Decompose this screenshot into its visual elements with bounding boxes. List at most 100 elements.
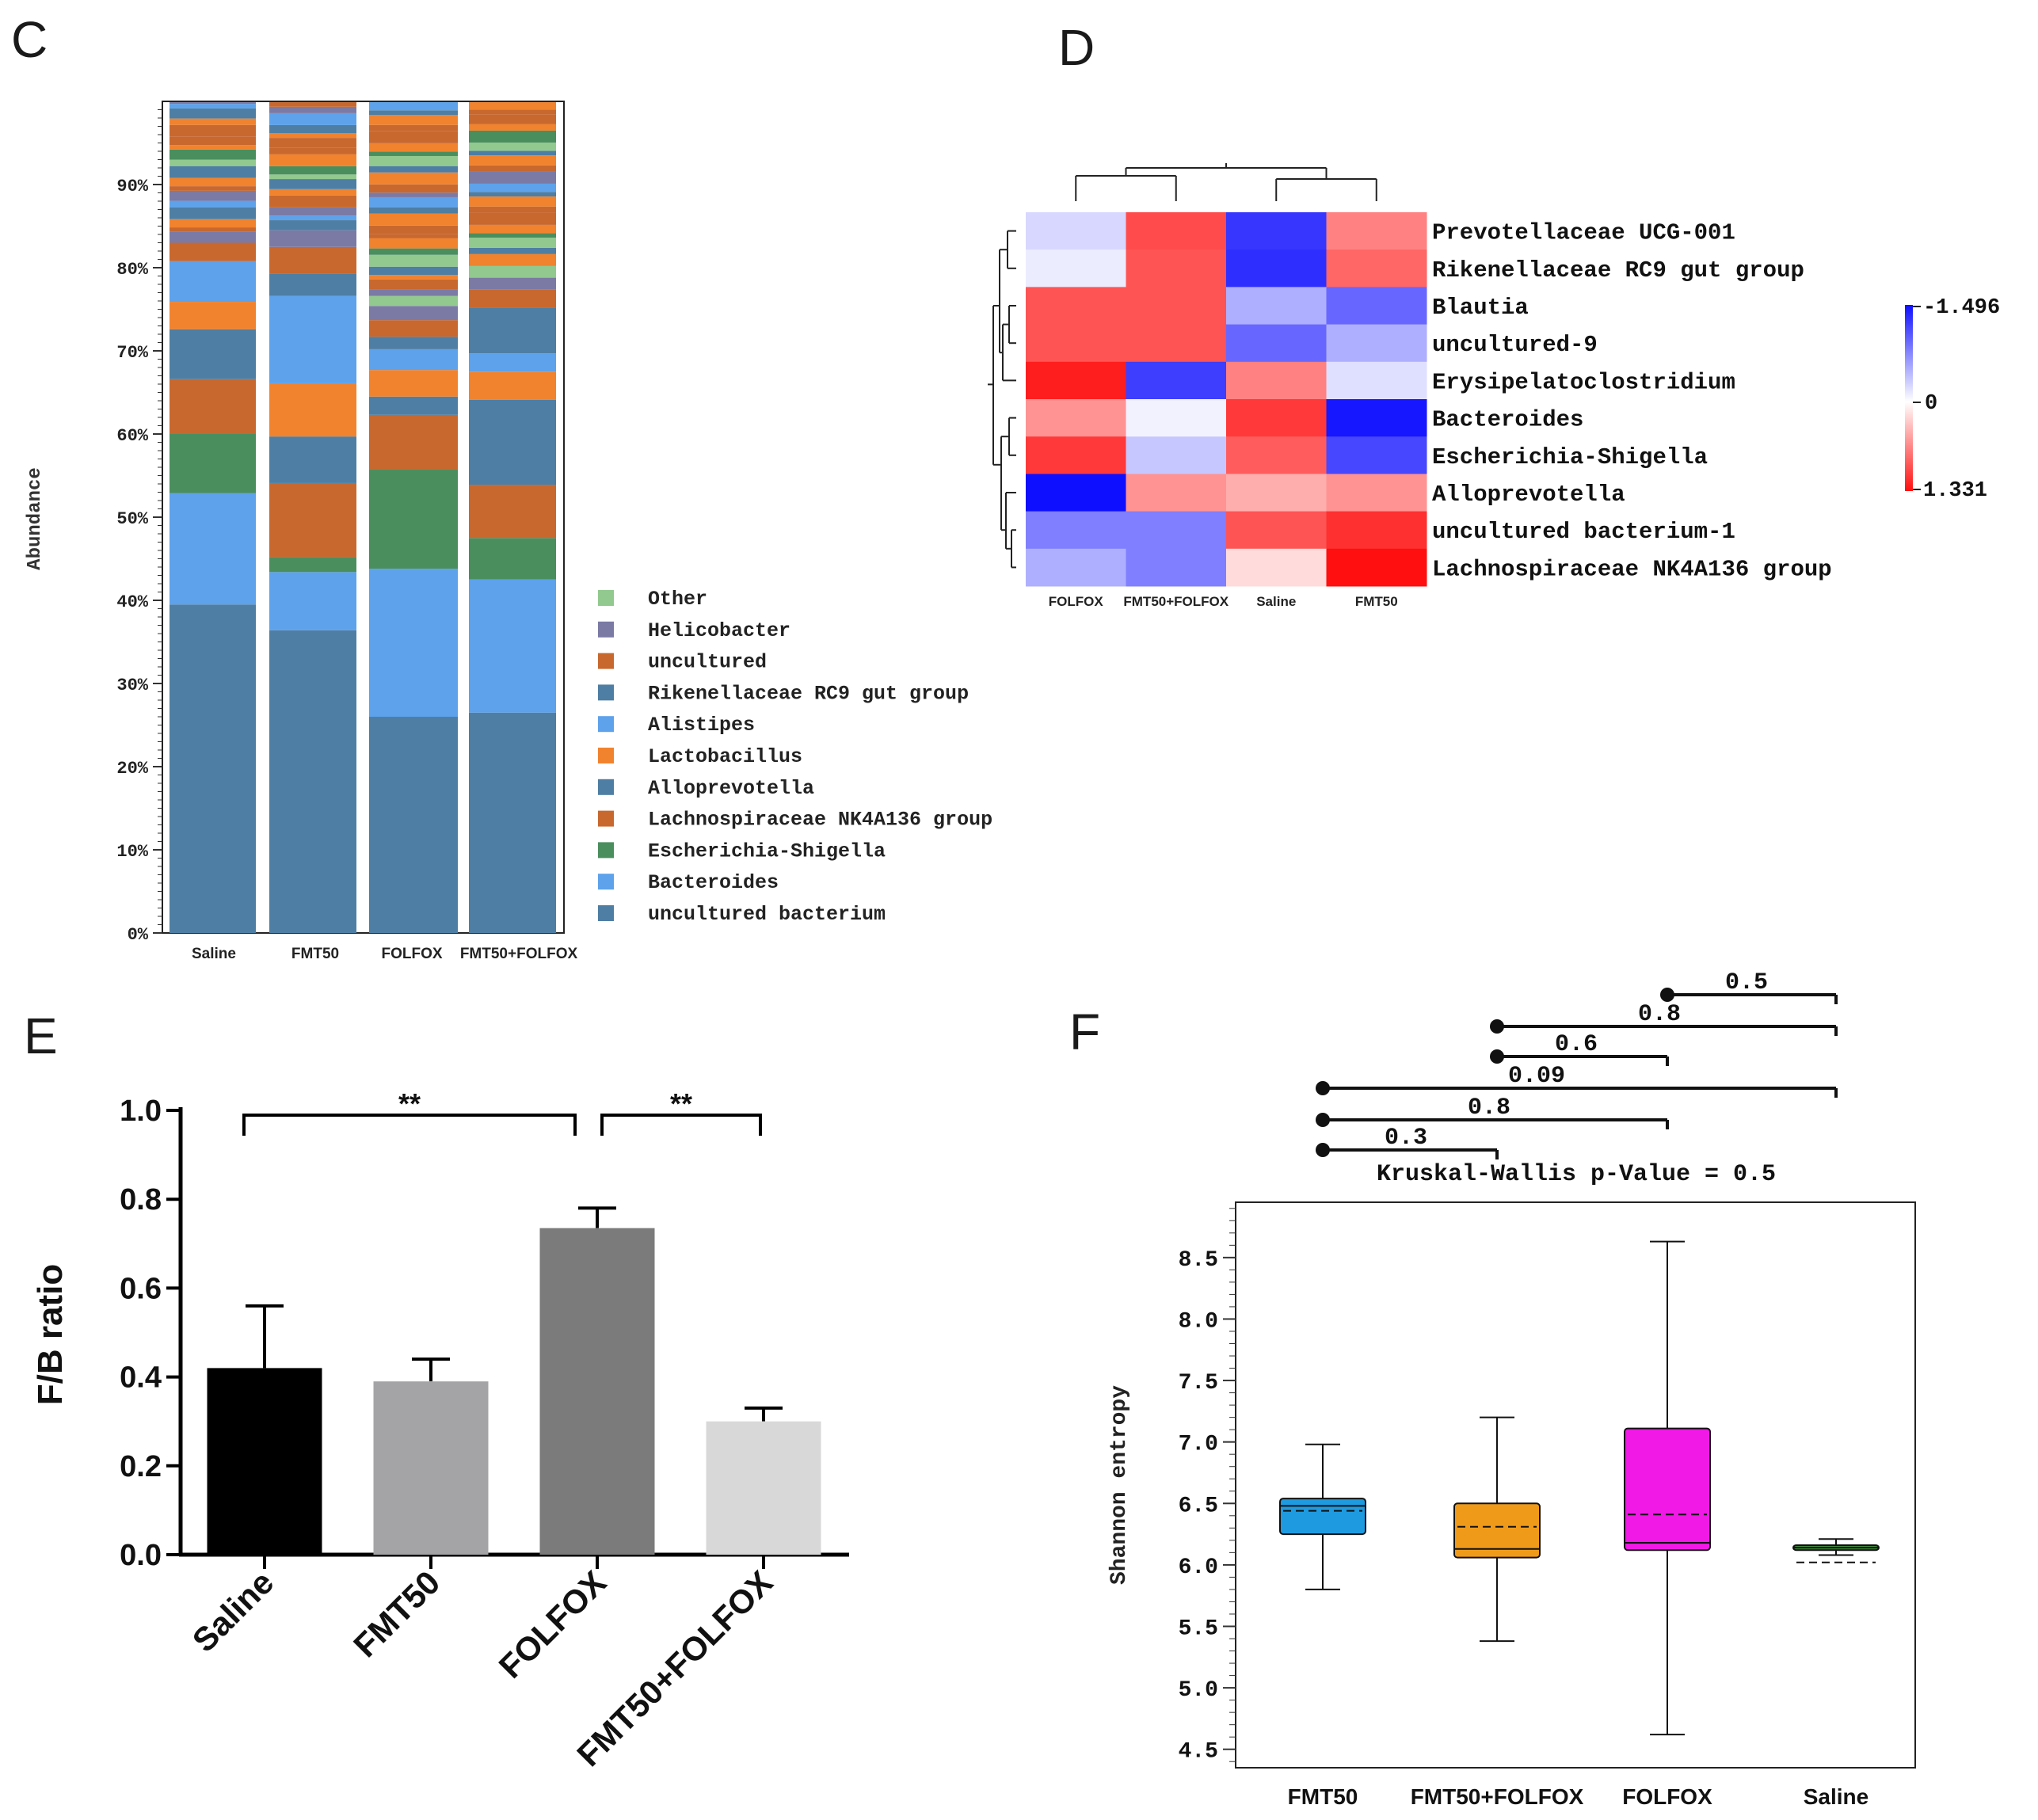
c-bar-segment-fmt50-lachnospiraceae-nk4a136-group xyxy=(269,482,356,558)
f-y-axis-label: Shannon entropy xyxy=(1107,1385,1132,1585)
c-bar-segment-fmt50-folfox-alistipes xyxy=(469,353,556,372)
c-bar-minor-segment-folfox xyxy=(369,172,458,185)
c-y-tick-label: 60% xyxy=(116,426,148,446)
c-legend-swatch-lachnospiraceae-nk4a136-group xyxy=(598,810,614,827)
c-bar-segment-folfox-uncultured xyxy=(369,320,458,337)
f-box-fmt50-folfox xyxy=(1453,1502,1541,1559)
c-bar-minor-segment-fmt50-folfox xyxy=(469,238,556,248)
c-bar-minor-segment-saline xyxy=(170,108,256,119)
d-row-label-rikenellaceae-rc9-gut-group: Rikenellaceae RC9 gut group xyxy=(1432,257,1804,284)
f-box-folfox xyxy=(1624,1427,1711,1552)
c-bar-segment-saline-lactobacillus xyxy=(170,302,256,329)
d-heatmap-cell-escherichia-shigella-fmt50 xyxy=(1326,436,1427,474)
c-bar-minor-segment-fmt50-folfox xyxy=(469,102,556,110)
e-bar-fmt50-folfox xyxy=(706,1421,821,1555)
c-bar-segment-saline-bacteroides xyxy=(170,493,256,605)
d-heatmap-cell-alloprevotella-fmt50-folfox xyxy=(1126,474,1227,512)
c-bar-minor-segment-fmt50 xyxy=(269,147,356,154)
d-heatmap-cell-bacteroides-saline xyxy=(1226,399,1327,437)
f-comparison-p-value: 0.09 xyxy=(1508,1063,1565,1090)
f-y-tick-label: 7.0 xyxy=(1179,1433,1218,1457)
c-legend-swatch-bacteroides xyxy=(598,874,614,890)
f-comparison-p-value: 0.5 xyxy=(1725,969,1768,996)
c-legend-swatch-rikenellaceae-rc9-gut-group xyxy=(598,684,614,701)
c-bar-segment-fmt50-folfox-alloprevotella xyxy=(469,399,556,485)
c-bar-segment-fmt50-helicobacter xyxy=(269,230,356,247)
c-bar-minor-segment-fmt50 xyxy=(269,188,356,196)
d-color-scale-bar xyxy=(1905,305,1913,491)
d-heatmap-cell-erysipelatoclostridium-saline xyxy=(1226,361,1327,400)
e-bar-saline xyxy=(207,1368,322,1555)
c-bar-minor-segment-folfox xyxy=(369,124,458,131)
c-bar-minor-segment-fmt50-folfox xyxy=(469,165,556,172)
c-bar-segment-saline-helicobacter xyxy=(170,231,256,243)
c-bar-segment-saline-uncultured-bacterium xyxy=(170,604,256,933)
f-x-tick-label-fmt50-folfox: FMT50+FOLFOX xyxy=(1411,1784,1584,1809)
c-bar-segment-fmt50-uncultured xyxy=(269,246,356,274)
c-y-tick-label: 10% xyxy=(116,842,148,862)
c-bar-segment-folfox-alistipes xyxy=(369,348,458,371)
c-bar-minor-segment-fmt50 xyxy=(269,124,356,134)
c-bar-minor-segment-folfox xyxy=(369,115,458,125)
d-row-label-uncultured-bacterium-1: uncultured bacterium-1 xyxy=(1432,519,1735,545)
c-y-tick-label: 30% xyxy=(116,676,148,695)
d-heatmap-cell-rikenellaceae-rc9-gut-group-saline xyxy=(1226,249,1327,287)
d-column-label-fmt50: FMT50 xyxy=(1355,594,1398,609)
f-y-tick-label: 7.5 xyxy=(1179,1371,1218,1395)
c-bar-segment-folfox-lactobacillus xyxy=(369,370,458,397)
f-y-tick-label: 5.5 xyxy=(1179,1617,1218,1642)
c-legend-swatch-uncultured-bacterium xyxy=(598,905,614,921)
c-bar-minor-segment-folfox xyxy=(369,225,458,234)
c-bar-segment-saline-uncultured xyxy=(170,242,256,261)
c-bar-minor-segment-fmt50 xyxy=(269,179,356,189)
f-x-tick-label-folfox: FOLFOX xyxy=(1622,1784,1712,1809)
c-bar-minor-segment-fmt50 xyxy=(269,154,356,166)
c-bar-segment-folfox-alloprevotella xyxy=(369,396,458,415)
c-bar-minor-segment-folfox xyxy=(369,248,458,255)
panel-label-d: D xyxy=(1058,19,1095,76)
c-bar-minor-segment-fmt50-folfox xyxy=(469,224,556,234)
c-bar-minor-segment-folfox xyxy=(369,213,458,226)
d-heatmap-cell-bacteroides-fmt50-folfox xyxy=(1126,399,1227,437)
c-bar-minor-segment-saline xyxy=(170,145,256,150)
c-legend-label-lactobacillus: Lactobacillus xyxy=(648,745,802,768)
d-heatmap-cell-erysipelatoclostridium-fmt50-folfox xyxy=(1126,361,1227,400)
d-heatmap-cell-lachnospiraceae-nk4a136-group-saline xyxy=(1226,548,1327,587)
c-bar-minor-segment-fmt50 xyxy=(269,207,356,216)
f-box-fmt50 xyxy=(1279,1498,1366,1536)
d-heatmap-cell-alloprevotella-fmt50 xyxy=(1326,474,1427,512)
c-x-tick-label-folfox: FOLFOX xyxy=(381,946,442,962)
c-legend-swatch-escherichia-shigella xyxy=(598,842,614,859)
c-bar-segment-fmt50-folfox-uncultured xyxy=(469,289,556,308)
c-bar-segment-fmt50-folfox-lactobacillus xyxy=(469,371,556,400)
e-significance-bracket xyxy=(600,1114,762,1136)
e-y-tick-label: 0.8 xyxy=(120,1183,162,1217)
c-bar-segment-fmt50-folfox-escherichia-shigella xyxy=(469,538,556,580)
f-chart-title: Kruskal-Wallis p-Value = 0.5 xyxy=(1377,1161,1776,1188)
c-bar-minor-segment-fmt50-folfox xyxy=(469,171,556,184)
c-bar-minor-segment-fmt50 xyxy=(269,102,356,107)
d-color-scale-min-label: 1.331 xyxy=(1923,479,1987,503)
c-bar-minor-segment-folfox xyxy=(369,143,458,152)
d-heatmap-cell-prevotellaceae-ucg-001-fmt50 xyxy=(1326,212,1427,250)
panel-e-bar-chart: F/B ratio 0.0 0.2 0.4 0.6 0.8 1.0 Saline FMT50 F… xyxy=(31,1087,849,1773)
c-bar-minor-segment-folfox xyxy=(369,151,458,156)
c-y-tick-label: 50% xyxy=(116,509,148,529)
d-heatmap-cell-rikenellaceae-rc9-gut-group-folfox xyxy=(1026,249,1126,287)
c-bar-segment-fmt50-alistipes xyxy=(269,295,356,383)
panel-c-stacked-bar-chart: Abundance Saline FMT50 FOLFOX FMT50+FOLFOX 0… xyxy=(25,101,992,962)
panel-label-f: F xyxy=(1069,1003,1100,1060)
c-y-tick-label: 80% xyxy=(116,260,148,280)
c-legend-label-alistipes: Alistipes xyxy=(648,714,755,737)
d-heatmap-cell-uncultured-bacterium-1-folfox xyxy=(1026,511,1126,550)
e-significance-label: ** xyxy=(670,1087,692,1120)
c-bar-minor-segment-folfox xyxy=(369,192,458,197)
c-bar-minor-segment-saline xyxy=(170,136,256,146)
c-bar-segment-saline-alloprevotella xyxy=(170,329,256,379)
d-heatmap-cell-bacteroides-folfox xyxy=(1026,399,1126,437)
d-row-label-blautia: Blautia xyxy=(1432,295,1529,321)
d-heatmap-cell-alloprevotella-saline xyxy=(1226,474,1327,512)
panel-label-c: C xyxy=(11,11,48,68)
d-column-label-folfox: FOLFOX xyxy=(1049,594,1104,609)
